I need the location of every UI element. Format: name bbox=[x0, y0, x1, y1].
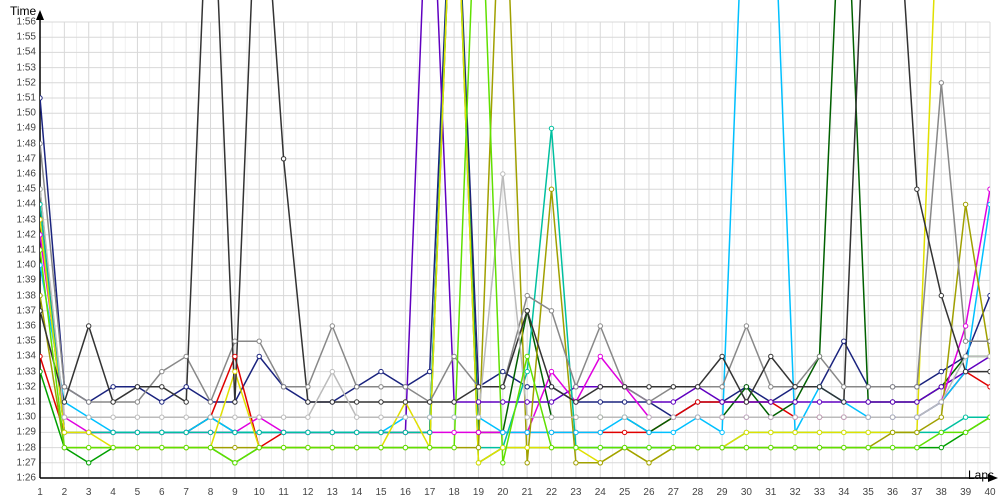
y-tick-label: 1:43 bbox=[2, 214, 36, 225]
x-tick-label: 11 bbox=[272, 487, 296, 498]
x-tick-label: 29 bbox=[710, 487, 734, 498]
y-tick-label: 1:26 bbox=[2, 473, 36, 484]
y-tick-label: 1:29 bbox=[2, 427, 36, 438]
y-tick-label: 1:41 bbox=[2, 245, 36, 256]
x-tick-label: 22 bbox=[540, 487, 564, 498]
y-tick-label: 1:30 bbox=[2, 412, 36, 423]
x-tick-label: 39 bbox=[954, 487, 978, 498]
y-tick-label: 1:53 bbox=[2, 62, 36, 73]
x-tick-label: 10 bbox=[247, 487, 271, 498]
x-tick-label: 27 bbox=[661, 487, 685, 498]
x-tick-label: 34 bbox=[832, 487, 856, 498]
y-tick-label: 1:35 bbox=[2, 336, 36, 347]
x-tick-label: 20 bbox=[491, 487, 515, 498]
x-tick-label: 3 bbox=[77, 487, 101, 498]
y-tick-label: 1:49 bbox=[2, 123, 36, 134]
x-tick-label: 5 bbox=[125, 487, 149, 498]
x-tick-label: 25 bbox=[613, 487, 637, 498]
x-tick-label: 13 bbox=[320, 487, 344, 498]
y-tick-label: 1:31 bbox=[2, 397, 36, 408]
x-tick-label: 16 bbox=[393, 487, 417, 498]
x-tick-label: 9 bbox=[223, 487, 247, 498]
x-tick-label: 1 bbox=[28, 487, 52, 498]
x-tick-label: 2 bbox=[52, 487, 76, 498]
x-tick-label: 4 bbox=[101, 487, 125, 498]
y-tick-label: 1:47 bbox=[2, 153, 36, 164]
x-tick-label: 24 bbox=[588, 487, 612, 498]
y-tick-label: 1:40 bbox=[2, 260, 36, 271]
y-tick-label: 1:32 bbox=[2, 381, 36, 392]
y-tick-label: 1:33 bbox=[2, 366, 36, 377]
y-tick-label: 1:55 bbox=[2, 32, 36, 43]
y-tick-label: 1:38 bbox=[2, 290, 36, 301]
y-tick-label: 1:39 bbox=[2, 275, 36, 286]
x-tick-label: 36 bbox=[881, 487, 905, 498]
x-tick-label: 30 bbox=[734, 487, 758, 498]
y-tick-label: 1:51 bbox=[2, 93, 36, 104]
x-tick-label: 7 bbox=[174, 487, 198, 498]
x-tick-label: 28 bbox=[686, 487, 710, 498]
y-tick-label: 1:45 bbox=[2, 184, 36, 195]
x-tick-label: 12 bbox=[296, 487, 320, 498]
x-tick-label: 26 bbox=[637, 487, 661, 498]
x-tick-label: 14 bbox=[345, 487, 369, 498]
x-tick-label: 38 bbox=[929, 487, 953, 498]
x-tick-label: 37 bbox=[905, 487, 929, 498]
y-tick-label: 1:54 bbox=[2, 47, 36, 58]
y-tick-label: 1:37 bbox=[2, 305, 36, 316]
x-tick-label: 18 bbox=[442, 487, 466, 498]
y-tick-label: 1:28 bbox=[2, 442, 36, 453]
x-tick-label: 35 bbox=[856, 487, 880, 498]
y-tick-label: 1:27 bbox=[2, 457, 36, 468]
x-tick-label: 21 bbox=[515, 487, 539, 498]
x-tick-label: 6 bbox=[150, 487, 174, 498]
x-tick-label: 32 bbox=[783, 487, 807, 498]
x-tick-label: 23 bbox=[564, 487, 588, 498]
x-tick-label: 8 bbox=[199, 487, 223, 498]
y-tick-label: 1:48 bbox=[2, 138, 36, 149]
y-tick-label: 1:52 bbox=[2, 77, 36, 88]
y-tick-label: 1:46 bbox=[2, 169, 36, 180]
lap-time-chart: Time Laps 1:261:271:281:291:301:311:321:… bbox=[0, 0, 1000, 500]
x-tick-label: 19 bbox=[466, 487, 490, 498]
x-tick-label: 17 bbox=[418, 487, 442, 498]
y-tick-label: 1:44 bbox=[2, 199, 36, 210]
y-tick-label: 1:34 bbox=[2, 351, 36, 362]
x-tick-label: 15 bbox=[369, 487, 393, 498]
y-tick-label: 1:42 bbox=[2, 229, 36, 240]
y-tick-label: 1:36 bbox=[2, 321, 36, 332]
y-tick-label: 1:50 bbox=[2, 108, 36, 119]
y-tick-label: 1:56 bbox=[2, 17, 36, 28]
x-tick-label: 31 bbox=[759, 487, 783, 498]
x-tick-label: 33 bbox=[807, 487, 831, 498]
x-axis-title: Laps bbox=[968, 468, 994, 482]
chart-svg bbox=[0, 0, 1000, 500]
x-tick-label: 40 bbox=[978, 487, 1000, 498]
